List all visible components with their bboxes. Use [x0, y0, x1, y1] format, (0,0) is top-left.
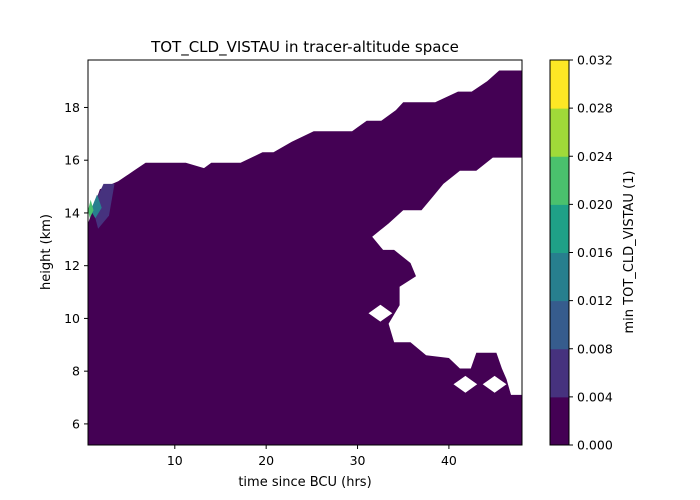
colorbar-tick-label: 0.000	[577, 438, 613, 453]
colorbar-tick-label: 0.004	[577, 389, 613, 404]
chart-title: TOT_CLD_VISTAU in tracer-altitude space	[150, 38, 459, 57]
x-axis-label: time since BCU (hrs)	[238, 475, 371, 490]
colorbar-segment	[550, 60, 569, 109]
colorbar-segment	[550, 252, 569, 302]
y-tick-label: 16	[64, 153, 80, 168]
colorbar-segment	[550, 204, 569, 253]
y-tick-label: 18	[64, 100, 80, 115]
y-axis-label: height (km)	[39, 214, 54, 290]
y-tick-label: 12	[64, 258, 80, 273]
x-tick-label: 40	[441, 453, 457, 468]
y-tick-label: 14	[64, 205, 80, 220]
colorbar-segment	[550, 108, 569, 157]
colorbar-tick-label: 0.008	[577, 341, 613, 356]
contour-region-3	[90, 194, 102, 219]
plot-frame	[87, 59, 523, 446]
y-tick-label: 10	[64, 311, 80, 326]
colorbar-tick-label: 0.032	[577, 53, 613, 68]
colorbar-tick-label: 0.012	[577, 293, 613, 308]
colorbar-segment	[550, 348, 569, 398]
x-axis: 10 20 30 40	[167, 445, 457, 468]
y-tick-label: 8	[72, 364, 80, 379]
x-tick-label: 30	[350, 453, 366, 468]
contour-region-4	[88, 199, 94, 219]
colorbar-tick-label: 0.024	[577, 149, 613, 164]
plot-area	[87, 59, 523, 446]
colorbar-label: min TOT_CLD_VISTAU (1)	[622, 171, 637, 334]
colorbar-segment	[550, 156, 569, 205]
y-tick-label: 6	[72, 416, 80, 431]
colorbar-tick-label: 0.028	[577, 101, 613, 116]
contour-region-2	[92, 183, 115, 229]
colorbar-segment	[550, 396, 569, 446]
colorbar-tick-label: 0.020	[577, 197, 613, 212]
y-axis: 6 8 10 12 14 16 18	[64, 100, 88, 431]
x-tick-label: 10	[167, 453, 183, 468]
contour-region-1	[88, 70, 522, 445]
x-tick-label: 20	[258, 453, 274, 468]
colorbar-tick-label: 0.016	[577, 245, 613, 260]
colorbar: 0.000 0.004 0.008 0.012 0.016 0.020 0.024 0.028…	[549, 53, 613, 453]
colorbar-segment	[550, 300, 569, 350]
